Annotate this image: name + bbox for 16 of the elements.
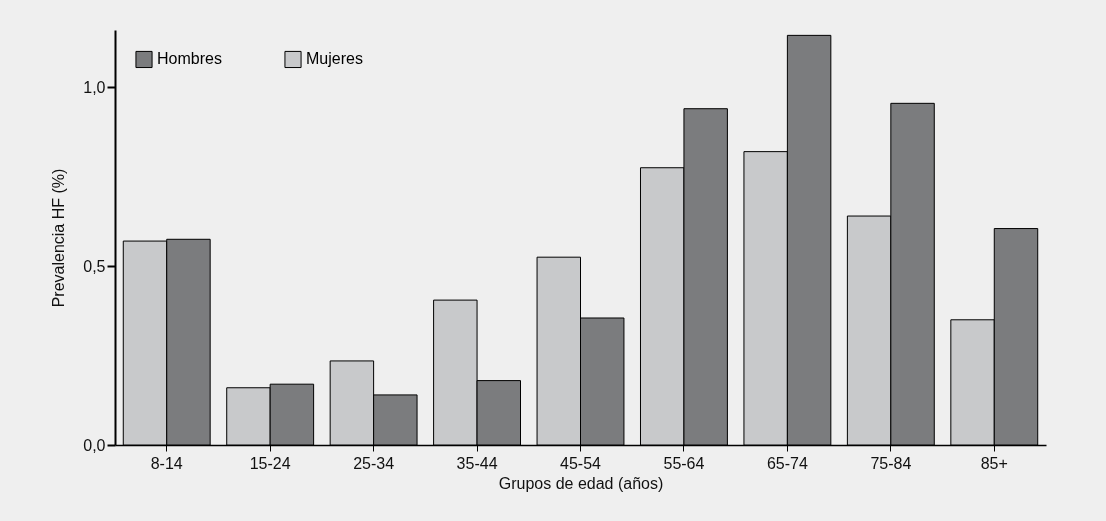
x-tick-label: 65-74 [766,454,808,472]
x-axis-title: Grupos de edad (años) [498,474,664,492]
x-tick-label: 35-44 [456,454,498,472]
y-tick-label: 1,0 [83,78,106,96]
x-tick-label: 25-34 [353,454,395,472]
x-tick-label: 15-24 [249,454,291,472]
x-tick-label: 75-84 [870,454,912,472]
legend-label: Hombres [157,50,222,68]
x-tick-label: 55-64 [663,454,705,472]
legend-label: Mujeres [306,50,363,68]
y-axis-title: Prevalencia HF (%) [50,168,68,308]
y-tick-label: 0,5 [83,257,106,275]
x-tick-label: 85+ [980,454,1008,472]
y-tick-label: 0,0 [83,436,106,454]
x-tick-label: 8-14 [150,454,183,472]
x-tick-label: 45-54 [560,454,602,472]
